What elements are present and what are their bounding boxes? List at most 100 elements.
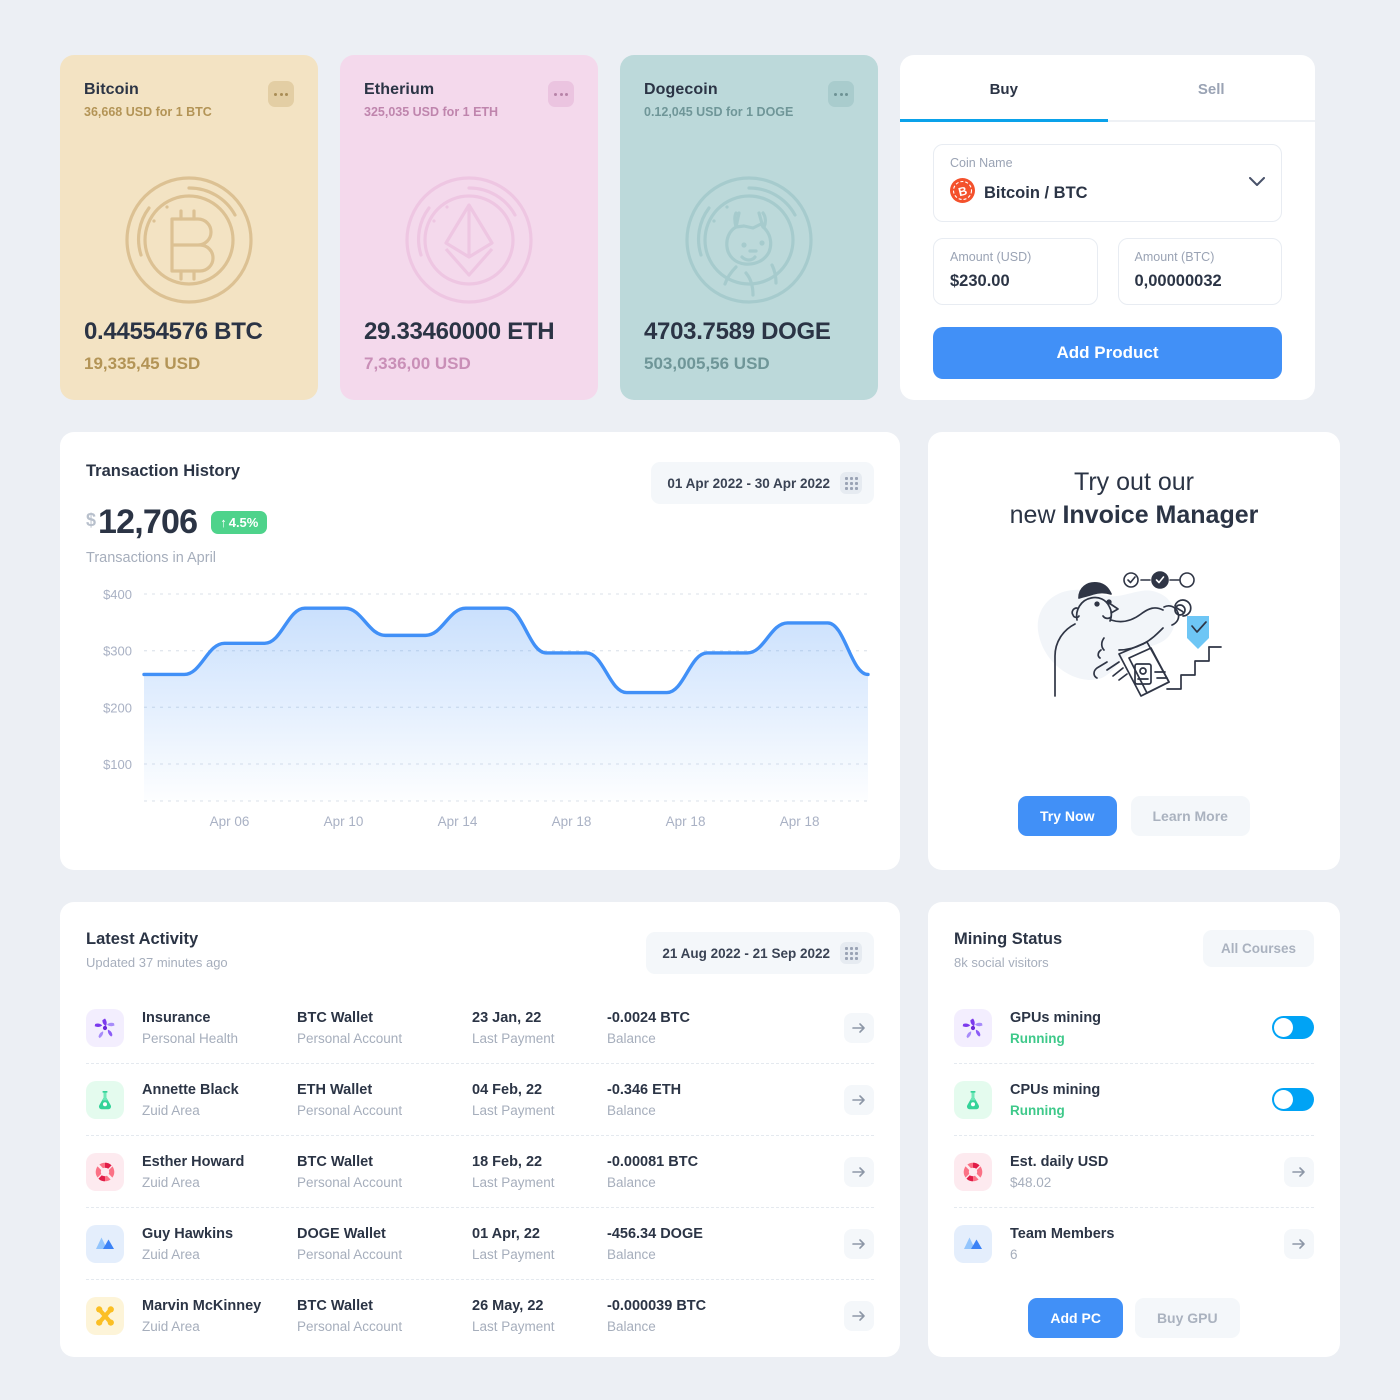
activity-wallet: BTC Wallet: [297, 1009, 373, 1026]
x-axis-tick-label: Apr 14: [438, 814, 478, 829]
svg-text:B: B: [957, 184, 969, 200]
activity-name: Guy Hawkins: [142, 1225, 234, 1242]
mining-text-cell: CPUs mining Running: [1010, 1082, 1100, 1118]
activity-subtitle: Updated 37 minutes ago: [86, 955, 228, 970]
row-arrow-icon[interactable]: [844, 1228, 874, 1259]
activity-wallet-sub: Personal Account: [297, 1246, 403, 1262]
chevron-down-icon[interactable]: [1249, 174, 1265, 192]
coin-name-select[interactable]: Coin Name B Bitcoin / BTC: [933, 144, 1282, 222]
transaction-history-card: Transaction History 01 Apr 2022 - 30 Apr…: [60, 432, 900, 870]
table-row[interactable]: Esther Howard Zuid Area BTC Wallet Personal…: [86, 1136, 874, 1208]
activity-date: 23 Jan, 22: [472, 1009, 542, 1026]
mining-actions: Add PC Buy GPU: [954, 1298, 1314, 1338]
more-options-icon[interactable]: [548, 81, 574, 107]
row-arrow-icon[interactable]: [844, 1301, 874, 1331]
activity-name: Annette Black: [142, 1081, 239, 1098]
coin-card-etherium[interactable]: Etherium 325,035 USD for 1 ETH: [340, 55, 598, 400]
coin-amount: 0.44554576 BTC: [84, 318, 263, 345]
coin-card-dogecoin[interactable]: Dogecoin 0.12,045 USD for 1 DOGE: [620, 55, 878, 400]
x-axis-tick-label: Apr 18: [666, 814, 706, 829]
amount-fields: Amount (USD) $230.00 Amount (BTC) 0,0000…: [933, 238, 1282, 305]
activity-date: 04 Feb, 22: [472, 1081, 543, 1098]
lifebuoy-icon: [86, 1152, 124, 1191]
more-options-icon[interactable]: [268, 81, 294, 107]
promo-line-2: new Invoice Manager: [1010, 499, 1259, 532]
mining-subtitle: 8k social visitors: [954, 955, 1049, 970]
activity-date-sub: Last Payment: [472, 1174, 555, 1190]
add-pc-button[interactable]: Add PC: [1028, 1298, 1123, 1338]
row-arrow-icon[interactable]: [844, 1012, 874, 1043]
trade-panel: Buy Sell Coin Name B Bitcoin /: [900, 55, 1315, 400]
activity-wallet-cell: BTC Wallet Personal Account: [297, 1010, 472, 1046]
coin-amount: 4703.7589 DOGE: [644, 318, 831, 345]
table-row[interactable]: Insurance Personal Health BTC Wallet Person…: [86, 992, 874, 1064]
activity-daterange-picker[interactable]: 21 Aug 2022 - 21 Sep 2022: [646, 932, 874, 974]
row-arrow-icon[interactable]: [844, 1156, 874, 1187]
y-axis-tick-label: $400: [103, 587, 132, 602]
coin-rate: 325,035 USD for 1 ETH: [364, 105, 499, 119]
mining-sub: $48.02: [1010, 1174, 1052, 1190]
add-product-button[interactable]: Add Product: [933, 327, 1282, 379]
mining-text-cell: Team Members 6: [1010, 1226, 1115, 1262]
activity-wallet: ETH Wallet: [297, 1081, 373, 1098]
bottom-row: Latest Activity Updated 37 minutes ago 2…: [60, 902, 1340, 1357]
activity-balance-sub: Balance: [607, 1102, 656, 1118]
coin-usd-value: 19,335,45 USD: [84, 354, 201, 373]
list-item[interactable]: GPUs mining Running: [954, 992, 1314, 1064]
table-row[interactable]: Guy Hawkins Zuid Area DOGE Wallet Personal …: [86, 1208, 874, 1280]
cross-icon: [86, 1297, 124, 1335]
x-axis-tick-label: Apr 18: [780, 814, 820, 829]
transactions-caption: Transactions in April: [86, 550, 217, 566]
activity-sub: Personal Health: [142, 1030, 239, 1046]
invoice-manager-illustration: [1019, 558, 1249, 748]
coin-card-bitcoin[interactable]: Bitcoin 36,668 USD for 1 BTC 0: [60, 55, 318, 400]
row-arrow-icon[interactable]: [844, 1084, 874, 1115]
mining-toggle[interactable]: [1272, 1016, 1314, 1039]
activity-wallet: DOGE Wallet: [297, 1225, 386, 1242]
buy-gpu-button[interactable]: Buy GPU: [1134, 1298, 1240, 1338]
tab-buy[interactable]: Buy: [900, 55, 1108, 122]
activity-date-cell: 18 Feb, 22 Last Payment: [472, 1154, 607, 1190]
row-arrow-icon[interactable]: [1284, 1156, 1314, 1187]
table-row[interactable]: Annette Black Zuid Area ETH Wallet Personal…: [86, 1064, 874, 1136]
middle-row: Transaction History 01 Apr 2022 - 30 Apr…: [60, 432, 1340, 870]
list-item[interactable]: Est. daily USD $48.02: [954, 1136, 1314, 1208]
bitcoin-coin-icon: [124, 175, 254, 310]
activity-balance: -456.34 DOGE: [607, 1225, 703, 1242]
list-item[interactable]: CPUs mining Running: [954, 1064, 1314, 1136]
mining-list: GPUs mining Running CPUs mining Running Est.…: [954, 992, 1314, 1280]
row-arrow-icon[interactable]: [1284, 1229, 1314, 1259]
all-courses-button[interactable]: All Courses: [1202, 930, 1314, 967]
status-badge: ↑ 4.5%: [211, 511, 268, 534]
activity-balance-sub: Balance: [607, 1174, 656, 1190]
activity-balance: -0.000039 BTC: [607, 1298, 707, 1314]
more-options-icon[interactable]: [828, 81, 854, 107]
transactions-daterange-picker[interactable]: 01 Apr 2022 - 30 Apr 2022: [651, 462, 874, 504]
triangles-icon: [954, 1225, 992, 1263]
promo-line-2-bold: Invoice Manager: [1062, 501, 1259, 529]
coin-rate: 0.12,045 USD for 1 DOGE: [644, 105, 794, 119]
coin-card-header: Bitcoin 36,668 USD for 1 BTC: [84, 81, 294, 119]
coin-card-footer: 4703.7589 DOGE 503,005,56 USD: [644, 318, 854, 374]
tab-sell[interactable]: Sell: [1108, 55, 1316, 120]
activity-wallet-sub: Personal Account: [297, 1030, 403, 1046]
amount-usd-field[interactable]: Amount (USD) $230.00: [933, 238, 1098, 305]
trend-up-icon: ↑: [220, 515, 227, 530]
learn-more-button[interactable]: Learn More: [1130, 796, 1250, 836]
mining-toggle[interactable]: [1272, 1088, 1314, 1111]
coin-card-footer: 29.33460000 ETH 7,336,00 USD: [364, 318, 574, 374]
list-item[interactable]: Team Members 6: [954, 1208, 1314, 1280]
amount-btc-field[interactable]: Amount (BTC) 0,00000032: [1117, 238, 1282, 305]
activity-name-cell: Esther Howard Zuid Area: [142, 1154, 297, 1190]
activity-balance-sub: Balance: [607, 1030, 656, 1046]
activity-balance: -0.0024 BTC: [607, 1009, 691, 1026]
coin-card-header: Etherium 325,035 USD for 1 ETH: [364, 81, 574, 119]
invoice-manager-promo-card: Try out our new Invoice Manager: [928, 432, 1340, 870]
activity-date-cell: 26 May, 22 Last Payment: [472, 1298, 607, 1334]
coin-card-titles: Bitcoin 36,668 USD for 1 BTC: [84, 81, 212, 119]
mining-name: Est. daily USD: [1010, 1153, 1109, 1170]
activity-name: Insurance: [142, 1009, 211, 1026]
transactions-stat: $ 12,706 ↑ 4.5%: [86, 503, 875, 542]
table-row[interactable]: Marvin McKinney Zuid Area BTC Wallet Person…: [86, 1280, 874, 1352]
try-now-button[interactable]: Try Now: [1018, 796, 1117, 836]
